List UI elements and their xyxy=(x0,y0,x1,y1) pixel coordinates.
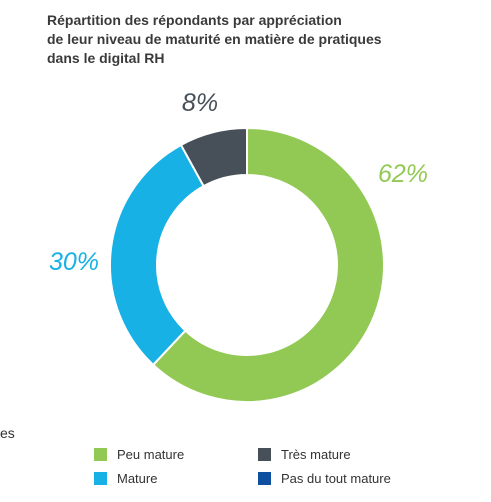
legend-item-tres-mature: Très mature xyxy=(258,447,351,462)
chart-title: Répartition des répondants par appréciat… xyxy=(47,11,467,68)
legend-label-mature: Mature xyxy=(117,471,158,486)
data-label-peu-mature: 62% xyxy=(378,160,428,188)
clipped-text: es xyxy=(0,425,15,441)
data-label-tres-mature: 8% xyxy=(182,89,218,117)
donut-slice-tres-mature xyxy=(179,126,248,188)
legend-label-tres-mature: Très mature xyxy=(281,447,351,462)
chart-title-line-2: de leur niveau de maturité en matière de… xyxy=(47,31,382,47)
data-label-mature: 30% xyxy=(49,248,99,276)
legend-item-mature: Mature xyxy=(94,471,157,486)
donut-slice-mature xyxy=(109,143,205,367)
legend-label-peu-mature: Peu mature xyxy=(117,447,185,462)
legend-item-peu-mature: Peu mature xyxy=(94,447,184,462)
legend-swatch-mature xyxy=(94,472,107,485)
donut-slice-peu-mature xyxy=(151,126,385,403)
legend-swatch-tres-mature xyxy=(258,448,271,461)
legend-label-pas-du-tout-mature: Pas du tout mature xyxy=(281,471,391,486)
legend-swatch-peu-mature xyxy=(94,448,107,461)
chart-title-line-1: Répartition des répondants par appréciat… xyxy=(47,12,342,28)
legend-item-pas-du-tout-mature: Pas du tout mature xyxy=(258,471,391,486)
legend-swatch-pas-du-tout-mature xyxy=(258,472,271,485)
chart-title-line-3: dans le digital RH xyxy=(47,50,165,66)
